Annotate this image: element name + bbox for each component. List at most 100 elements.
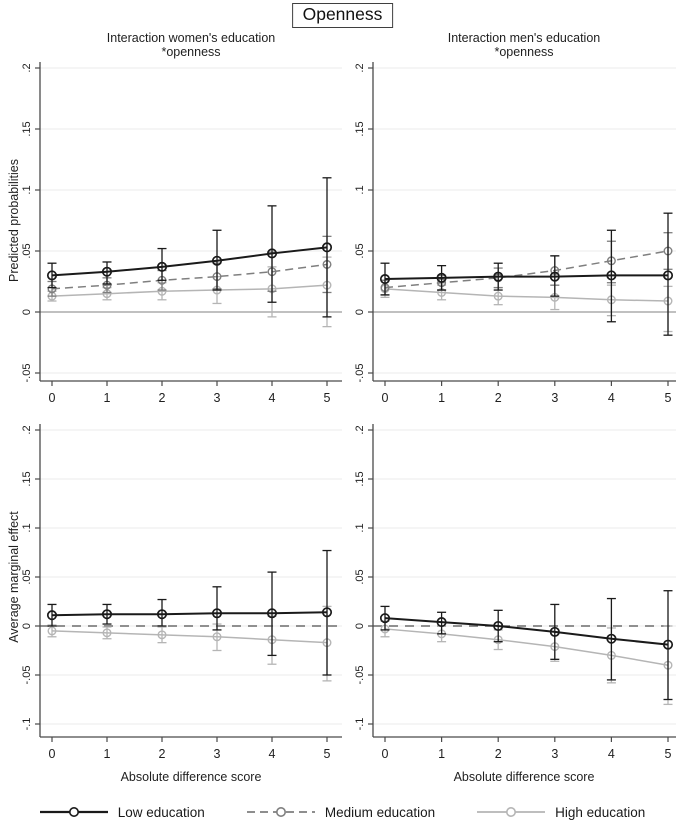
y-tick-label: 0 xyxy=(21,623,33,629)
data-point-marker xyxy=(321,242,333,253)
x-tick-label: 4 xyxy=(608,747,615,761)
x-tick-label: 4 xyxy=(269,391,276,405)
y-tick-label: .1 xyxy=(21,523,33,532)
legend-label-high: High education xyxy=(555,804,646,820)
x-tick-label: 5 xyxy=(665,747,672,761)
data-point-marker xyxy=(101,266,113,277)
data-point-marker xyxy=(156,609,168,620)
series-high-bottom-left xyxy=(47,605,332,682)
legend-swatch-medium-icon xyxy=(246,807,315,817)
series-low-bottom-right xyxy=(379,590,674,701)
series-medium-top-right xyxy=(380,232,673,296)
panel-bottom-right: .2 .15 .1 .05 0 -.05 -.1 0 1 2 3 4 5 Absolute differe… xyxy=(354,424,676,784)
data-point-marker xyxy=(212,632,222,642)
y-tick-label: 0 xyxy=(354,623,366,629)
data-point-marker xyxy=(47,626,57,636)
y-tick-label: .05 xyxy=(354,243,366,258)
data-point-marker xyxy=(493,271,504,282)
data-point-marker xyxy=(436,617,447,628)
y-tick-label: -.05 xyxy=(21,666,33,685)
legend-marker xyxy=(275,807,286,817)
legend-marker xyxy=(68,807,79,817)
data-point-marker xyxy=(606,633,617,644)
series-line xyxy=(384,628,669,666)
x-tick-label: 1 xyxy=(104,747,111,761)
y-tick-label: .1 xyxy=(354,185,366,194)
data-point-marker xyxy=(493,291,503,301)
legend-item-low: Low education xyxy=(39,804,205,820)
x-tick-label: 3 xyxy=(214,391,221,405)
x-tick-label: 4 xyxy=(608,391,615,405)
data-point-marker xyxy=(662,270,674,281)
series-low-top-right xyxy=(379,212,674,336)
series-line xyxy=(51,284,328,297)
data-point-marker xyxy=(549,626,560,637)
y-axis-label: Predicted probabilities xyxy=(7,159,21,282)
data-point-marker xyxy=(379,613,391,624)
y-tick-label: -.1 xyxy=(354,718,366,731)
x-tick-label: 5 xyxy=(665,391,672,405)
y-tick-label: .2 xyxy=(354,425,366,434)
x-tick-label: 0 xyxy=(49,391,56,405)
panel-top-right: .2 .15 .1 .05 0 -.05 0 1 2 3 4 5 Interaction men's e… xyxy=(354,31,676,405)
data-point-marker xyxy=(157,630,167,640)
legend-item-medium: Medium education xyxy=(246,804,436,820)
x-tick-label: 3 xyxy=(551,391,558,405)
y-tick-label: .15 xyxy=(21,121,33,136)
data-point-marker xyxy=(662,639,674,650)
y-tick-label: .1 xyxy=(21,185,33,194)
y-tick-label: .05 xyxy=(21,569,33,584)
series-line xyxy=(51,611,328,617)
x-tick-label: 0 xyxy=(382,391,389,405)
legend-marker xyxy=(506,807,517,817)
y-tick-label: .15 xyxy=(354,121,366,136)
data-point-marker xyxy=(46,610,58,621)
series-line xyxy=(384,288,669,302)
legend-label-medium: Medium education xyxy=(324,804,436,820)
x-axis-label: Absolute difference score xyxy=(121,770,262,784)
y-tick-label: -.05 xyxy=(354,364,366,383)
data-point-marker xyxy=(101,609,113,620)
legend-item-high: High education xyxy=(477,804,645,820)
series-line xyxy=(51,246,328,277)
data-point-marker xyxy=(102,628,112,638)
series-low-top-left xyxy=(46,177,333,318)
y-tick-label: .1 xyxy=(354,523,366,532)
y-tick-label: .2 xyxy=(21,63,33,72)
series-high-top-right xyxy=(380,279,673,333)
y-tick-label: .05 xyxy=(354,569,366,584)
panel-top-left: .2 .15 .1 .05 0 -.05 0 1 2 3 4 5 Interaction women's… xyxy=(7,31,342,405)
y-axis-label: Average marginal effect xyxy=(7,511,21,643)
legend-swatch-low-icon xyxy=(39,807,108,817)
x-tick-label: 4 xyxy=(269,747,276,761)
series-low-bottom-left xyxy=(46,549,333,676)
x-tick-label: 1 xyxy=(104,391,111,405)
series-high-top-left xyxy=(47,256,332,328)
series-line xyxy=(384,274,668,281)
data-point-marker xyxy=(379,274,391,285)
x-tick-label: 0 xyxy=(382,747,389,761)
data-point-marker xyxy=(211,608,223,619)
series-line xyxy=(384,250,669,289)
series-line xyxy=(51,263,328,290)
y-tick-label: .2 xyxy=(354,63,366,72)
y-tick-label: -.1 xyxy=(21,718,33,731)
x-tick-label: 3 xyxy=(214,747,221,761)
x-tick-label: 2 xyxy=(495,747,502,761)
series-line xyxy=(51,630,328,644)
data-point-marker xyxy=(156,261,168,272)
x-tick-label: 1 xyxy=(438,747,445,761)
y-tick-label: 0 xyxy=(21,309,33,315)
legend: Low education Medium education High educ… xyxy=(0,797,685,827)
x-tick-label: 2 xyxy=(159,391,166,405)
y-tick-label: .2 xyxy=(21,425,33,434)
panel-bottom-left: .2 .15 .1 .05 0 -.05 -.1 0 1 2 3 4 5 Average marginal… xyxy=(7,424,342,784)
data-point-marker xyxy=(436,272,447,283)
series-high-bottom-right xyxy=(380,620,673,706)
x-tick-label: 2 xyxy=(495,391,502,405)
x-tick-label: 5 xyxy=(324,391,331,405)
x-axis-label: Absolute difference score xyxy=(454,770,595,784)
series-line xyxy=(384,617,669,646)
